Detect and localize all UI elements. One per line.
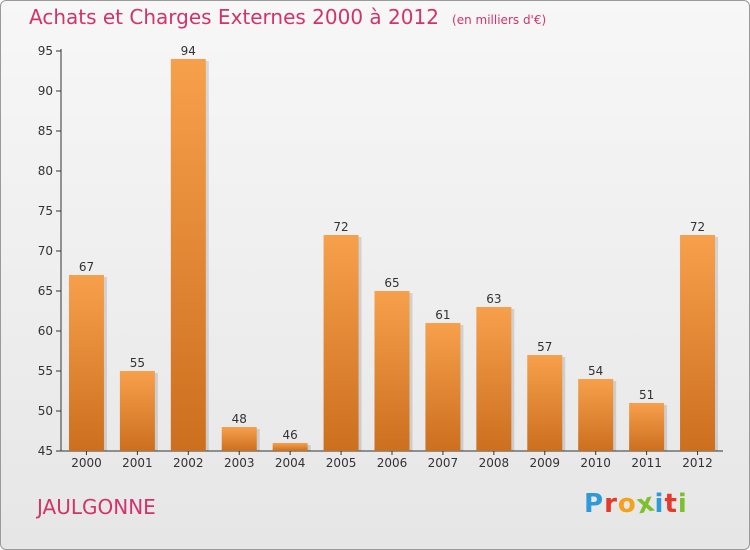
x-tick-label: 2012 — [682, 456, 713, 470]
y-tick-label: 85 — [38, 124, 53, 138]
data-label: 63 — [486, 292, 501, 306]
unit-text: (en milliers d'€) — [452, 13, 547, 27]
x-tick-label: 2001 — [122, 456, 153, 470]
y-tick-label: 90 — [38, 84, 53, 98]
y-tick-label: 80 — [38, 164, 53, 178]
bar — [119, 371, 155, 451]
bar — [374, 291, 410, 451]
logo-letter: o — [617, 489, 637, 519]
bar — [221, 427, 257, 451]
y-tick-label: 45 — [38, 444, 53, 458]
x-tick-label: 2004 — [275, 456, 306, 470]
bar — [629, 403, 665, 451]
x-tick-label: 2006 — [377, 456, 408, 470]
y-tick-label: 55 — [38, 364, 53, 378]
proxiti-logo: Proxiti — [584, 487, 688, 520]
bar — [425, 323, 461, 451]
data-label: 51 — [639, 388, 654, 402]
y-tick-label: 60 — [38, 324, 53, 338]
x-tick-label: 2002 — [173, 456, 204, 470]
data-label: 48 — [232, 412, 247, 426]
data-label: 57 — [537, 340, 552, 354]
bar — [476, 307, 512, 451]
data-label: 67 — [79, 260, 94, 274]
x-tick-label: 2008 — [479, 456, 510, 470]
title-text: Achats et Charges Externes 2000 à 2012 — [29, 5, 439, 29]
bar — [680, 235, 716, 451]
data-label: 61 — [435, 308, 450, 322]
y-tick-label: 70 — [38, 244, 53, 258]
data-label: 72 — [690, 220, 705, 234]
data-label: 65 — [384, 276, 399, 290]
bar — [578, 379, 614, 451]
bar — [272, 443, 308, 451]
bar — [527, 355, 563, 451]
x-tick-label: 2000 — [71, 456, 102, 470]
axes: 45 50 55 60 65 70 75 80 85 90 95 2000 2001 2002 2003 20… — [38, 44, 723, 470]
bar — [68, 275, 104, 451]
data-label: 46 — [283, 428, 298, 442]
data-label: 54 — [588, 364, 603, 378]
x-tick-label: 2010 — [580, 456, 611, 470]
bar — [170, 59, 206, 451]
commune-name: JAULGONNE — [37, 495, 156, 519]
chart-title: Achats et Charges Externes 2000 à 2012 (… — [29, 5, 546, 29]
x-tick-label: 2011 — [631, 456, 662, 470]
y-tick-label: 65 — [38, 284, 53, 298]
x-tick-label: 2009 — [529, 456, 560, 470]
data-label: 72 — [333, 220, 348, 234]
data-label: 94 — [181, 44, 196, 58]
y-tick-label: 95 — [38, 44, 53, 58]
bar — [323, 235, 359, 451]
logo-letter: t — [664, 489, 678, 519]
data-label: 55 — [130, 356, 145, 370]
bars: 67 55 94 48 46 72 65 61 63 57 54 51 72 — [68, 44, 719, 451]
logo-letter: i — [677, 489, 688, 519]
x-tick-label: 2003 — [224, 456, 255, 470]
logo-letter: r — [604, 489, 618, 519]
y-tick-label: 75 — [38, 204, 53, 218]
x-tick-label: 2007 — [428, 456, 459, 470]
logo-letter: P — [584, 489, 605, 519]
logo-letter: i — [654, 489, 665, 519]
y-tick-label: 50 — [38, 404, 53, 418]
x-tick-label: 2005 — [326, 456, 357, 470]
